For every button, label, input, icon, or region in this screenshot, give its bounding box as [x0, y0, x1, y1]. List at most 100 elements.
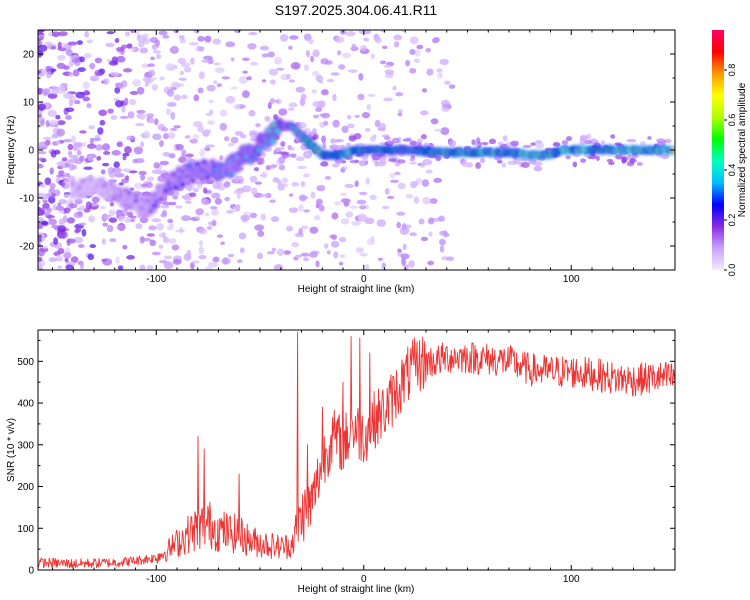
heatmap-noise-cell — [43, 88, 51, 96]
heatmap-noise-cell — [107, 108, 114, 114]
heatmap-noise-cell — [255, 123, 261, 128]
heatmap-noise-cell — [38, 113, 42, 118]
heatmap-noise-cell — [38, 44, 48, 52]
heatmap-noise-cell — [276, 67, 285, 71]
heatmap-noise-cell — [56, 161, 67, 167]
heatmap-noise-cell — [130, 30, 136, 34]
heatmap-noise-cell — [47, 93, 58, 99]
heatmap-noise-cell — [488, 138, 497, 145]
heatmap-noise-cell — [140, 141, 145, 148]
heatmap-noise-cell — [121, 80, 128, 88]
spectrogram-x-axis: -100 0 100 — [52, 30, 676, 285]
heatmap-noise-cell — [420, 236, 429, 242]
heatmap-noise-cell — [73, 236, 84, 244]
heatmap-noise-cell — [73, 141, 84, 148]
snr-frame — [37, 329, 676, 571]
colorbar-tick-label: 0.8 — [727, 64, 737, 77]
heatmap-noise-cell — [313, 215, 321, 221]
y-tick-label: 20 — [23, 50, 35, 61]
heatmap-noise-cell — [565, 155, 571, 160]
heatmap-noise-cell — [118, 85, 124, 90]
heatmap-noise-cell — [266, 251, 275, 255]
heatmap-noise-cell — [305, 50, 310, 58]
heatmap-noise-cell — [409, 36, 419, 45]
heatmap-noise-cell — [72, 69, 80, 77]
heatmap-noise-cell — [288, 79, 296, 83]
heatmap-noise-cell — [111, 167, 122, 174]
heatmap-noise-cell — [309, 226, 319, 234]
heatmap-noise-cell — [54, 149, 61, 155]
heatmap-noise-cell — [91, 137, 102, 142]
heatmap-noise-cell — [77, 244, 85, 248]
heatmap-noise-cell — [438, 215, 445, 222]
heatmap-noise-cell — [257, 252, 263, 260]
heatmap-noise-cell — [444, 80, 451, 85]
heatmap-noise-cell — [340, 144, 345, 150]
heatmap-noise-cell — [38, 192, 45, 198]
heatmap-noise-cell — [102, 78, 110, 85]
heatmap-noise-cell — [225, 95, 236, 104]
heatmap-noise-cell — [267, 51, 275, 58]
heatmap-noise-cell — [158, 232, 164, 238]
heatmap-noise-cell — [197, 87, 204, 94]
y-tick-label: 300 — [17, 440, 34, 451]
x-tick-label: 0 — [361, 274, 367, 285]
heatmap-noise-cell — [418, 218, 425, 225]
heatmap-ridge-core — [257, 148, 262, 152]
heatmap-noise-cell — [532, 161, 543, 167]
heatmap-noise-cell — [415, 178, 423, 183]
heatmap-noise-cell — [190, 57, 195, 65]
heatmap-noise-cell — [377, 122, 387, 130]
heatmap-noise-cell — [579, 134, 588, 141]
heatmap-noise-cell — [361, 111, 370, 119]
heatmap-noise-cell — [320, 161, 329, 167]
heatmap-noise-cell — [206, 84, 216, 92]
heatmap-noise-cell — [479, 157, 486, 164]
heatmap-ridge-core — [190, 179, 195, 183]
heatmap-noise-cell — [57, 31, 68, 37]
heatmap-noise-cell — [140, 183, 149, 188]
heatmap-noise-cell — [358, 191, 368, 196]
heatmap-noise-cell — [315, 107, 323, 113]
heatmap-noise-cell — [310, 55, 315, 63]
heatmap-noise-cell — [56, 120, 66, 126]
heatmap-noise-cell — [46, 207, 52, 213]
heatmap-noise-cell — [156, 53, 162, 60]
heatmap-noise-cell — [122, 168, 132, 173]
heatmap-noise-cell — [48, 218, 58, 226]
heatmap-noise-cell — [267, 102, 272, 109]
heatmap-noise-cell — [413, 58, 421, 64]
heatmap-noise-cell — [134, 122, 145, 127]
heatmap-noise-cell — [75, 227, 82, 233]
heatmap-noise-cell — [168, 153, 176, 159]
heatmap-noise-cell — [381, 205, 390, 210]
heatmap-noise-cell — [192, 121, 203, 128]
heatmap-noise-cell — [147, 113, 155, 118]
heatmap-noise-cell — [233, 189, 244, 195]
heatmap-ridge-core — [159, 197, 164, 201]
heatmap-ridge-core — [270, 139, 275, 143]
heatmap-noise-cell — [339, 254, 346, 258]
heatmap-noise-cell — [66, 217, 76, 224]
heatmap-noise-cell — [416, 44, 424, 50]
heatmap-noise-cell — [303, 173, 311, 178]
heatmap-noise-cell — [58, 230, 68, 239]
heatmap-noise-cell — [271, 247, 276, 252]
heatmap-noise-cell — [427, 217, 435, 225]
heatmap-noise-cell — [324, 243, 329, 249]
heatmap-noise-cell — [238, 76, 249, 84]
heatmap-noise-cell — [288, 45, 293, 50]
heatmap-noise-cell — [96, 155, 102, 161]
heatmap-noise-cell — [280, 141, 286, 147]
heatmap-noise-cell — [63, 193, 69, 199]
heatmap-noise-cell — [429, 198, 438, 204]
heatmap-noise-cell — [340, 218, 350, 225]
heatmap-noise-cell — [259, 45, 270, 51]
heatmap-noise-cell — [113, 161, 120, 169]
heatmap-noise-cell — [82, 96, 90, 102]
heatmap-noise-cell — [40, 220, 48, 225]
heatmap-noise-cell — [647, 136, 652, 140]
heatmap-noise-cell — [195, 215, 200, 220]
heatmap-noise-cell — [108, 209, 116, 217]
heatmap-noise-cell — [315, 260, 320, 268]
